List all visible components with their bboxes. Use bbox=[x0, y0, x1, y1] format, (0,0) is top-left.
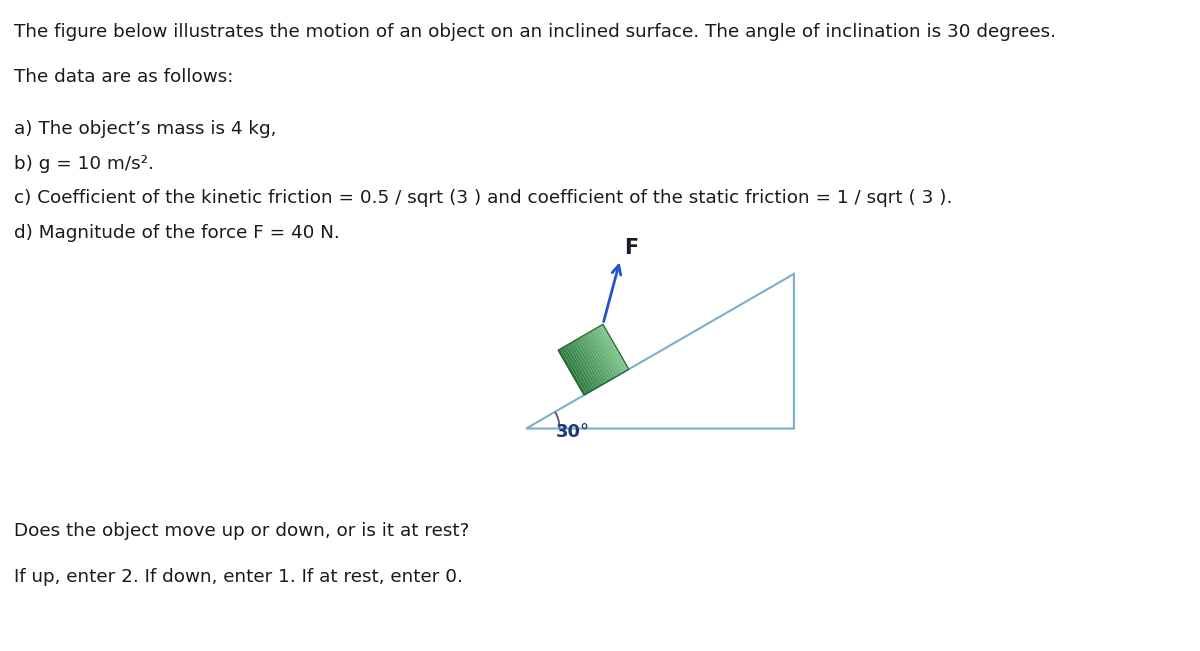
Polygon shape bbox=[596, 327, 624, 373]
Text: If up, enter 2. If down, enter 1. If at rest, enter 0.: If up, enter 2. If down, enter 1. If at … bbox=[14, 568, 463, 586]
Polygon shape bbox=[574, 340, 602, 386]
Polygon shape bbox=[581, 336, 608, 382]
Polygon shape bbox=[589, 331, 618, 377]
Text: b) g = 10 m/s².: b) g = 10 m/s². bbox=[14, 155, 155, 173]
Polygon shape bbox=[583, 335, 611, 381]
Polygon shape bbox=[563, 346, 590, 393]
Polygon shape bbox=[568, 344, 595, 390]
Text: 30°: 30° bbox=[556, 422, 590, 441]
Polygon shape bbox=[594, 328, 622, 374]
Polygon shape bbox=[587, 332, 616, 378]
Text: The data are as follows:: The data are as follows: bbox=[14, 68, 234, 87]
Polygon shape bbox=[569, 342, 598, 389]
Polygon shape bbox=[565, 345, 593, 391]
Polygon shape bbox=[599, 326, 626, 372]
Polygon shape bbox=[584, 333, 613, 380]
Text: F: F bbox=[624, 238, 638, 258]
Text: d) Magnitude of the force F = 40 N.: d) Magnitude of the force F = 40 N. bbox=[14, 224, 340, 242]
Polygon shape bbox=[601, 324, 629, 370]
Text: c) Coefficient of the kinetic friction = 0.5 / sqrt (3 ) and coefficient of the : c) Coefficient of the kinetic friction =… bbox=[14, 189, 953, 208]
Polygon shape bbox=[571, 341, 600, 387]
Polygon shape bbox=[560, 348, 588, 394]
Polygon shape bbox=[578, 337, 606, 383]
Polygon shape bbox=[592, 329, 620, 376]
Text: a) The object’s mass is 4 kg,: a) The object’s mass is 4 kg, bbox=[14, 120, 277, 139]
Polygon shape bbox=[558, 349, 587, 395]
Text: The figure below illustrates the motion of an object on an inclined surface. The: The figure below illustrates the motion … bbox=[14, 23, 1056, 41]
Text: Does the object move up or down, or is it at rest?: Does the object move up or down, or is i… bbox=[14, 522, 469, 540]
Polygon shape bbox=[576, 339, 604, 385]
